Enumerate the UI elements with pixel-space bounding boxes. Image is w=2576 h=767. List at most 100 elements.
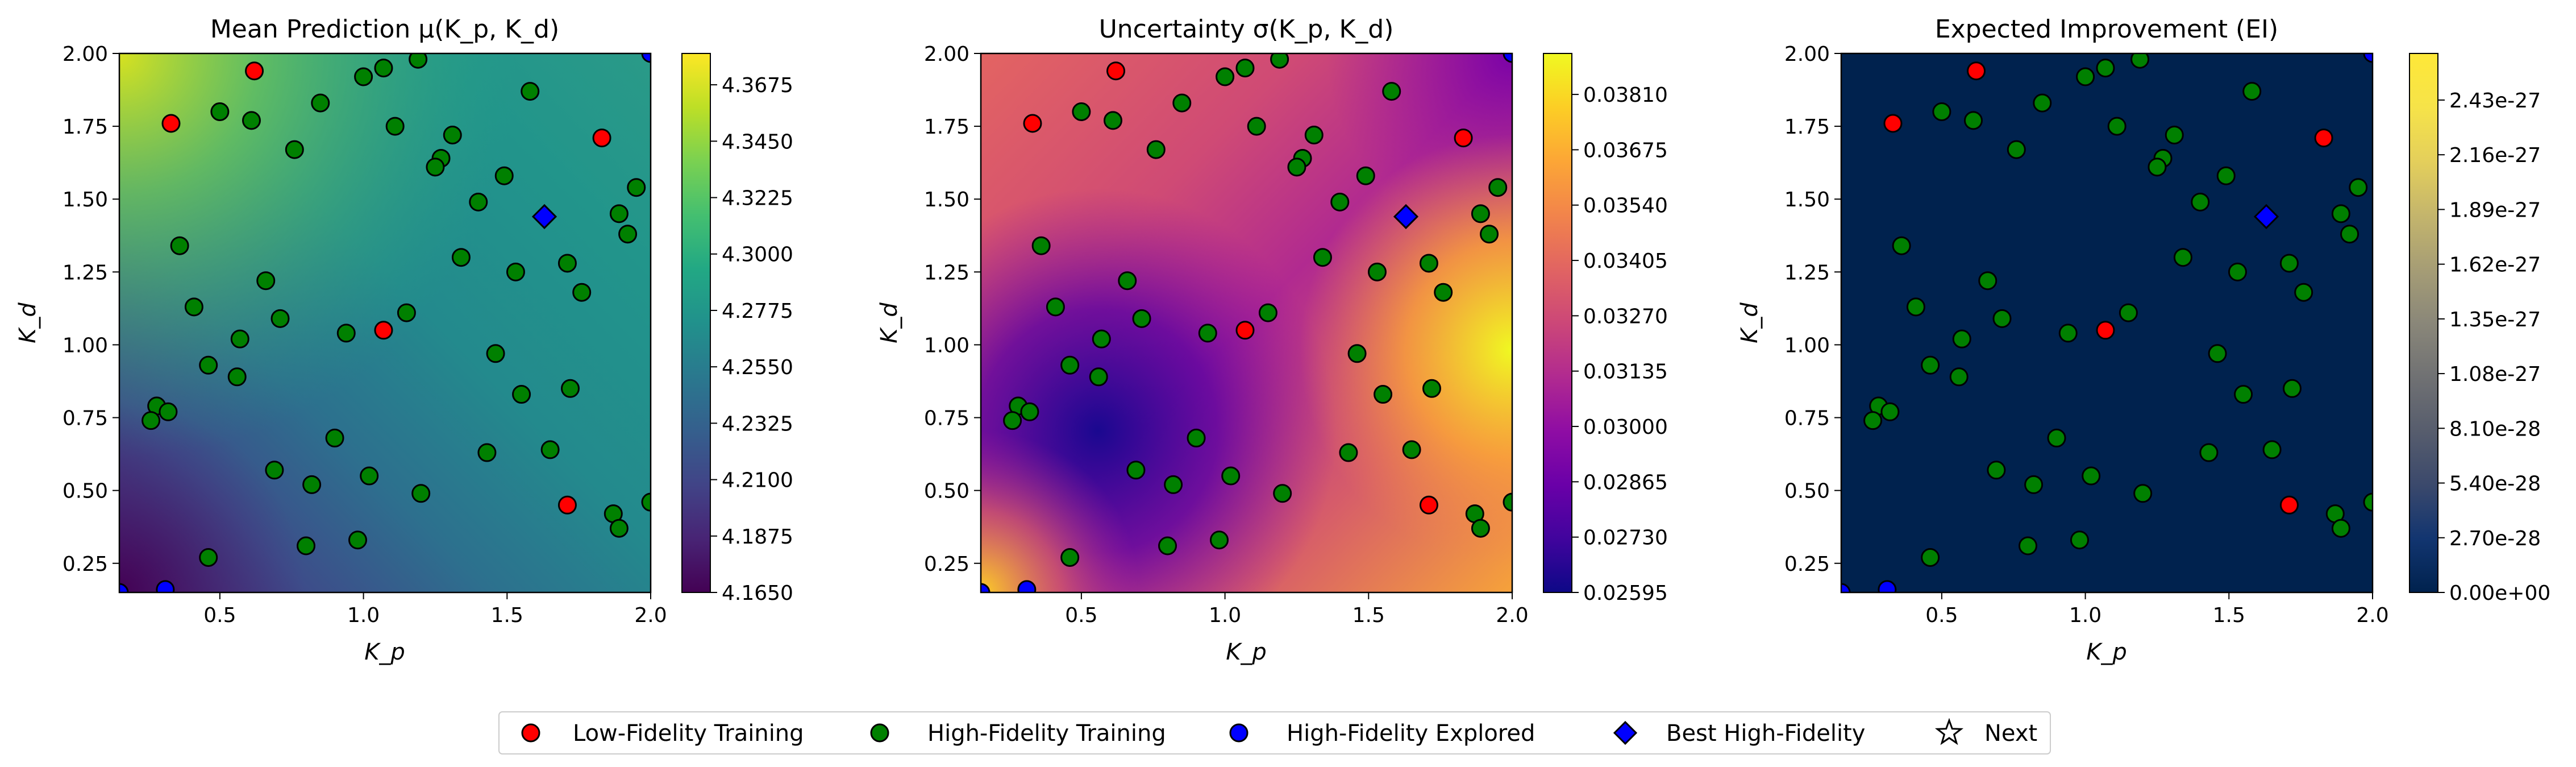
- high-fidelity-point: [1880, 402, 1900, 421]
- x-tick-label: 2.0: [634, 604, 667, 627]
- high-fidelity-point: [285, 140, 304, 159]
- colorbar-tick-label: 1.35e-27: [2449, 308, 2541, 331]
- high-fidelity-point: [1132, 309, 1151, 328]
- low-fidelity-point: [592, 128, 611, 148]
- high-fidelity-point: [1921, 355, 1940, 375]
- high-fidelity-point: [256, 271, 276, 291]
- explored-point: [119, 583, 129, 592]
- high-fidelity-point: [348, 530, 367, 550]
- high-fidelity-point: [540, 440, 560, 459]
- high-fidelity-point: [2070, 530, 2089, 550]
- explored-point: [156, 580, 175, 592]
- x-tick-label: 2.0: [2356, 604, 2388, 627]
- high-fidelity-point: [302, 475, 322, 494]
- explored-point: [1841, 583, 1851, 592]
- high-fidelity-point: [557, 254, 577, 273]
- high-fidelity-point: [2033, 93, 2052, 113]
- high-fidelity-point: [2076, 67, 2095, 86]
- explored-point: [641, 53, 651, 63]
- high-fidelity-point: [1221, 466, 1241, 486]
- high-fidelity-point: [1003, 411, 1022, 430]
- high-fidelity-point: [1434, 283, 1453, 302]
- high-fidelity-point: [2216, 166, 2236, 185]
- low-fidelity-point: [1454, 128, 1473, 148]
- high-fidelity-point: [409, 53, 428, 69]
- high-fidelity-point: [142, 411, 161, 430]
- high-fidelity-point: [1046, 297, 1065, 317]
- y-tick-label: 0.25: [63, 553, 108, 576]
- high-fidelity-point: [210, 102, 230, 121]
- high-fidelity-point: [1187, 428, 1206, 447]
- legend-label: Next: [1984, 720, 2037, 747]
- y-tick-label: 2.00: [63, 43, 108, 66]
- colorbar-tick-label: 5.40e-28: [2449, 472, 2541, 496]
- high-fidelity-point: [1209, 530, 1229, 550]
- colorbar-tick-label: 0.00e+00: [2449, 582, 2550, 605]
- y-tick-label: 1.50: [63, 188, 108, 212]
- high-fidelity-point: [1906, 297, 1925, 317]
- y-tick-label: 0.25: [1784, 553, 1830, 576]
- uncertainty-axes: 0.5 1.0 1.5 2.0 0.25 0.50 0.75 1.00 1.25 1.50 1.75…: [924, 43, 1529, 627]
- high-fidelity-point: [560, 379, 580, 398]
- high-fidelity-point: [494, 166, 514, 185]
- colorbar-tick-label: 4.3000: [722, 243, 793, 267]
- high-fidelity-point: [641, 492, 651, 512]
- high-fidelity-point: [1952, 329, 1971, 349]
- high-fidelity-point: [1031, 236, 1051, 255]
- y-tick-label: 0.25: [924, 553, 969, 576]
- high-fidelity-point: [2165, 125, 2184, 144]
- colorbar-tick-label: 2.16e-27: [2449, 144, 2541, 167]
- y-tick-label: 1.00: [924, 334, 969, 357]
- high-fidelity-point: [618, 225, 638, 244]
- low-fidelity-point: [245, 61, 264, 81]
- ei-colorbar: [2409, 53, 2438, 593]
- high-fidelity-point: [1092, 329, 1111, 349]
- legend-marker: [870, 723, 889, 743]
- panel-mean: 0.5 1.0 1.5 2.0 0.25 0.50 0.75 1.00 1.25 1.50 1.75…: [15, 15, 793, 665]
- colorbar-tick-label: 4.2550: [722, 356, 793, 379]
- high-fidelity-point: [2282, 379, 2302, 398]
- y-tick-label: 1.75: [63, 115, 108, 139]
- high-fidelity-point: [1863, 411, 1883, 430]
- high-fidelity-point: [184, 297, 203, 317]
- explored-point: [1017, 580, 1037, 592]
- high-fidelity-point: [397, 303, 416, 322]
- high-fidelity-point: [2331, 519, 2350, 538]
- high-fidelity-point: [1273, 484, 1292, 503]
- high-fidelity-point: [2107, 117, 2126, 136]
- high-fidelity-point: [2340, 225, 2359, 244]
- high-fidelity-point: [506, 262, 525, 281]
- high-fidelity-point: [2082, 466, 2101, 486]
- colorbar-tick-label: 4.3450: [722, 130, 793, 154]
- high-fidelity-point: [265, 461, 284, 480]
- uncertainty-plot-frame: [980, 52, 1513, 594]
- colorbar-tick-label: 1.62e-27: [2449, 254, 2541, 277]
- high-fidelity-point: [2130, 53, 2150, 69]
- high-fidelity-point: [2133, 484, 2153, 503]
- high-fidelity-point: [2024, 475, 2044, 494]
- mean-points: [119, 53, 651, 592]
- x-tick-label: 1.5: [1352, 604, 1385, 627]
- ei-title: Expected Improvement (EI): [1935, 15, 2278, 44]
- low-fidelity-point: [1967, 61, 1986, 81]
- colorbar-tick-label: 4.3675: [722, 74, 793, 97]
- colorbar-tick-label: 0.03540: [1583, 194, 1668, 218]
- high-fidelity-point: [609, 519, 629, 538]
- high-fidelity-point: [2096, 59, 2115, 78]
- high-fidelity-point: [1978, 271, 1997, 291]
- mean-colorbar-ticks: 4.1650 4.1875 4.2100 4.2325 4.2550 4.2775 4.30…: [710, 74, 793, 605]
- high-fidelity-point: [1270, 53, 1289, 69]
- colorbar-tick-label: 1.89e-27: [2449, 198, 2541, 222]
- high-fidelity-point: [1118, 271, 1137, 291]
- low-fidelity-point: [2279, 495, 2299, 515]
- y-tick-label: 0.50: [63, 480, 108, 503]
- colorbar-tick-label: 0.02730: [1583, 526, 1668, 550]
- colorbar-tick-label: 8.10e-28: [2449, 417, 2541, 441]
- explored-point: [981, 583, 991, 592]
- ei-points: [1841, 53, 2373, 592]
- high-fidelity-point: [477, 443, 497, 462]
- mean-ylabel: K_d: [15, 302, 41, 343]
- high-fidelity-point: [1164, 475, 1183, 494]
- x-tick-label: 0.5: [1065, 604, 1097, 627]
- colorbar-tick-label: 1.08e-27: [2449, 363, 2541, 386]
